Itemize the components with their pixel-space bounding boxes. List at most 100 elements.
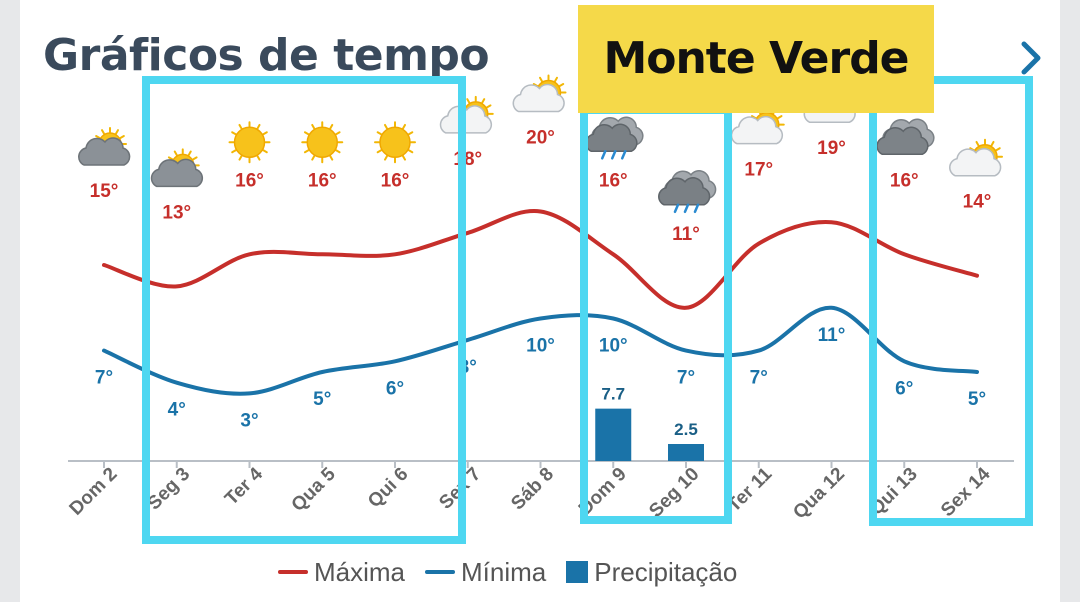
sun-ray — [539, 76, 543, 83]
x-tick-label: Sáb 8 — [507, 464, 558, 515]
min-temp-label: 3° — [240, 410, 258, 431]
sun-ray — [231, 149, 237, 154]
min-temp-label: 6° — [386, 378, 404, 399]
max-temp-label: 19° — [817, 138, 846, 159]
cloudy-sun-icon — [150, 148, 204, 188]
page-title: Gráficos de tempo — [43, 30, 490, 81]
sun-ray — [384, 155, 388, 161]
sun-ray — [466, 98, 471, 104]
sun-ray — [376, 131, 383, 136]
legend-swatch-min — [425, 570, 456, 574]
partly-cloudy-icon — [730, 106, 785, 145]
legend-item-precip[interactable]: Precipitação — [566, 557, 737, 588]
min-temp-label: 7° — [95, 368, 113, 389]
sun-ray — [262, 149, 268, 154]
rain-icon — [658, 170, 717, 214]
max-temp-label: 20° — [526, 128, 555, 149]
legend-label-precip: Precipitação — [594, 556, 738, 587]
cloudy-sun-icon — [78, 127, 131, 166]
cloud-shape — [730, 115, 784, 145]
cloud-shape — [78, 137, 131, 166]
sun-ray — [554, 76, 558, 83]
legend-label-max: Máxima — [314, 556, 406, 587]
max-temp-label: 16° — [890, 170, 919, 191]
partly-cloudy-icon — [512, 74, 567, 113]
max-temp-label: 16° — [235, 170, 264, 191]
sun-ray — [335, 131, 341, 136]
chevron-right-icon[interactable] — [1016, 38, 1046, 78]
sun-ray — [303, 149, 310, 154]
min-temp-label: 4° — [168, 400, 186, 421]
sun-ray — [975, 140, 980, 147]
sun-ray — [376, 149, 383, 154]
max-temp-label: 17° — [744, 160, 773, 181]
cloud-shape — [512, 83, 565, 113]
min-temp-label: 7° — [750, 368, 768, 389]
x-tick-label: Dom 2 — [66, 464, 122, 520]
sun-ray — [256, 155, 261, 161]
rain-drop — [621, 150, 627, 160]
min-temp-label: 10° — [599, 336, 628, 357]
sun-ray — [311, 123, 316, 130]
sun-ray — [402, 123, 406, 130]
min-temp-line — [102, 305, 979, 396]
sun-ray — [486, 104, 492, 109]
max-temp-label: 15° — [90, 181, 119, 202]
sun-ray — [167, 156, 174, 161]
sun-ray — [995, 147, 1001, 152]
sun-icon — [374, 121, 416, 164]
data-labels: 7.72.515°13°16° 16° 16°18°20°16°11°17°19°1… — [90, 128, 992, 440]
max-temp-label: 16° — [381, 170, 410, 191]
highlight-box-dom9-seg10 — [580, 106, 732, 524]
sun-ray — [558, 83, 565, 87]
min-temp-label: 7° — [677, 368, 695, 389]
sun-disc — [306, 126, 338, 159]
sun-ray — [384, 123, 388, 130]
legend-item-min[interactable]: Mínima — [425, 557, 546, 588]
rain-icon — [585, 116, 644, 160]
location-name: Monte Verde — [603, 33, 909, 84]
sun-ray — [335, 149, 341, 154]
precipitation-bar — [595, 408, 632, 461]
sun-ray — [119, 135, 125, 139]
sun-ray — [407, 131, 414, 136]
precipitation-label: 2.5 — [674, 420, 698, 439]
rain-drop — [683, 203, 690, 214]
rain-drop — [693, 203, 700, 214]
sun-icon — [228, 121, 271, 164]
sun-ray — [101, 129, 105, 135]
sun-ray — [231, 131, 237, 136]
cloud-shape — [876, 126, 929, 156]
max-temp-label: 11° — [672, 224, 700, 245]
precipitation-label: 7.7 — [601, 385, 625, 404]
sun-icon — [301, 121, 344, 164]
min-temp-label: 6° — [895, 378, 913, 399]
sun-ray — [173, 150, 178, 157]
sun-ray — [329, 155, 334, 161]
location-banner: Monte Verde — [578, 5, 934, 113]
max-temp-label: 14° — [963, 192, 992, 213]
sun-ray — [311, 155, 316, 161]
max-temp-label: 13° — [162, 202, 191, 223]
min-temp-label: 5° — [968, 389, 986, 410]
cloudy-icon — [876, 118, 935, 156]
max-temp-label: 16° — [599, 170, 628, 191]
precipitation-bars — [595, 408, 704, 461]
sun-ray — [407, 149, 414, 154]
sun-ray — [238, 123, 243, 130]
chart-legend: Máxima Mínima Precipitação — [278, 556, 757, 588]
legend-item-max[interactable]: Máxima — [278, 557, 405, 588]
legend-label-min: Mínima — [461, 556, 547, 587]
cloud-shape — [949, 147, 1002, 177]
weather-icons — [78, 74, 1003, 214]
min-temp-label: 11° — [818, 325, 846, 346]
partly-cloudy-icon — [949, 138, 1003, 177]
sun-ray — [481, 98, 486, 104]
sun-ray — [238, 155, 243, 161]
legend-swatch-max — [278, 570, 308, 574]
rain-drop — [673, 203, 680, 214]
legend-swatch-precip — [566, 561, 589, 583]
max-temp-line — [102, 209, 979, 310]
sun-ray — [256, 123, 261, 130]
sun-ray — [777, 115, 783, 120]
